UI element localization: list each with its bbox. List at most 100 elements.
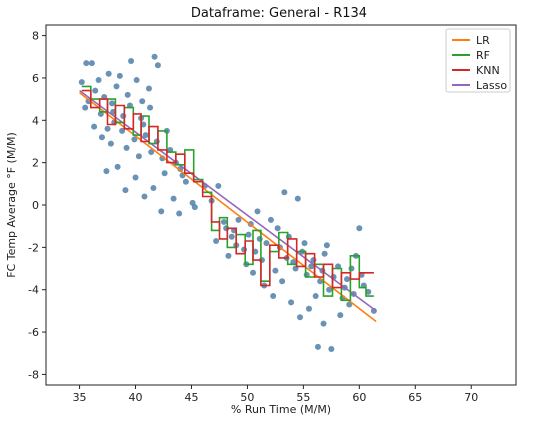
scatter-point — [154, 62, 161, 69]
scatter-point — [305, 305, 312, 312]
scatter-point — [133, 77, 140, 84]
scatter-point — [116, 72, 123, 79]
scatter-point — [88, 60, 95, 67]
y-tick-label: -8 — [28, 368, 39, 381]
scatter-point — [267, 216, 274, 223]
scatter-point — [323, 242, 330, 249]
scatter-point — [312, 293, 319, 300]
legend-box — [445, 28, 511, 93]
scatter-point — [170, 195, 177, 202]
scatter-point — [326, 286, 333, 293]
scatter-point — [142, 132, 149, 139]
scatter-point — [114, 163, 121, 170]
y-tick-label: 4 — [32, 114, 39, 127]
series-line-knn — [81, 89, 374, 289]
x-tick-label: 70 — [464, 391, 478, 404]
scatter-point — [228, 233, 235, 240]
scatter-point — [147, 104, 154, 111]
x-tick-label: 40 — [129, 391, 143, 404]
scatter-point — [213, 238, 220, 244]
chart-title: Dataframe: General - R134 — [191, 6, 367, 21]
scatter-point — [225, 252, 232, 259]
legend-label-lasso: Lasso — [476, 79, 507, 92]
x-tick-label: 55 — [296, 391, 310, 404]
scatter-point — [151, 53, 158, 60]
y-tick-label: 0 — [32, 199, 39, 212]
scatter-point — [124, 91, 131, 98]
scatter-point — [297, 314, 304, 321]
scatter-point — [270, 293, 277, 300]
scatter-point — [321, 250, 328, 257]
scatter-point — [235, 216, 242, 223]
scatter-point — [92, 87, 99, 94]
y-tick-label: 6 — [32, 72, 39, 85]
scatter-point — [128, 58, 135, 64]
scatter-point — [301, 240, 308, 247]
scatter-point — [308, 263, 315, 270]
scatter-point — [145, 85, 152, 92]
scatter-point — [281, 189, 288, 196]
scatter-point — [122, 187, 129, 194]
axis-ticks: 35 40 45 50 55 60 65 70 -8 -6 -4 -2 0 2 4 6 8 — [28, 30, 478, 404]
scatter-point — [83, 60, 90, 67]
scatter-point — [344, 276, 351, 283]
scatter-point — [109, 100, 116, 107]
scatter-point — [356, 225, 363, 232]
scatter-point — [272, 267, 279, 274]
series-line-lr — [79, 92, 377, 323]
x-tick-label: 60 — [352, 391, 366, 404]
scatter-point — [314, 343, 321, 350]
x-tick-label: 65 — [408, 391, 422, 404]
scatter-point — [191, 204, 198, 211]
scatter-point — [256, 235, 263, 242]
scatter-point — [241, 246, 248, 253]
scatter-point — [254, 208, 261, 215]
scatter-point — [182, 178, 189, 185]
series-line-lasso — [79, 89, 377, 312]
scatter-point — [288, 299, 295, 306]
y-tick-label: -6 — [28, 326, 39, 339]
scatter-point — [294, 195, 301, 202]
scatter-point — [82, 104, 89, 111]
scatter-point — [132, 174, 139, 181]
scatter-point — [103, 168, 110, 175]
scatter-point — [141, 193, 148, 200]
y-tick-label: 8 — [32, 30, 39, 43]
scatter-point — [95, 77, 102, 84]
scatter-point — [148, 149, 155, 156]
x-axis-label: % Run Time (M/M) — [231, 403, 331, 416]
scatter-point — [250, 269, 257, 276]
y-axis-label: FC Temp Average °F (M/M) — [5, 132, 18, 278]
legend-label-lr: LR — [476, 34, 490, 47]
scatter-point — [279, 278, 286, 285]
scatter-point — [161, 170, 168, 177]
scatter-point — [135, 153, 142, 160]
scatter-point — [337, 312, 344, 319]
x-tick-label: 35 — [73, 391, 87, 404]
scatter-point — [98, 134, 105, 141]
x-tick-label: 50 — [240, 391, 254, 404]
scatter-point — [245, 231, 252, 238]
legend: LR RF KNN Lasso — [445, 28, 511, 93]
scatter-point — [139, 98, 146, 105]
scatter-point — [131, 136, 138, 143]
scatter-point — [320, 320, 327, 327]
scatter-point — [104, 125, 111, 132]
model-lines — [79, 85, 377, 323]
legend-label-knn: KNN — [476, 64, 500, 77]
y-tick-label: -4 — [28, 284, 39, 297]
scatter-point — [113, 83, 120, 90]
scatter-point — [120, 113, 127, 120]
plot-area — [45, 24, 517, 386]
scatter-point — [91, 123, 98, 130]
scatter-point — [348, 265, 355, 272]
y-tick-label: 2 — [32, 157, 39, 170]
legend-label-rf: RF — [476, 49, 490, 62]
y-tick-label: -2 — [28, 241, 39, 254]
x-tick-label: 45 — [184, 391, 198, 404]
scatter-point — [158, 208, 165, 215]
scatter-point — [346, 301, 353, 308]
scatter-point — [105, 70, 112, 77]
scatter-point — [176, 210, 183, 217]
